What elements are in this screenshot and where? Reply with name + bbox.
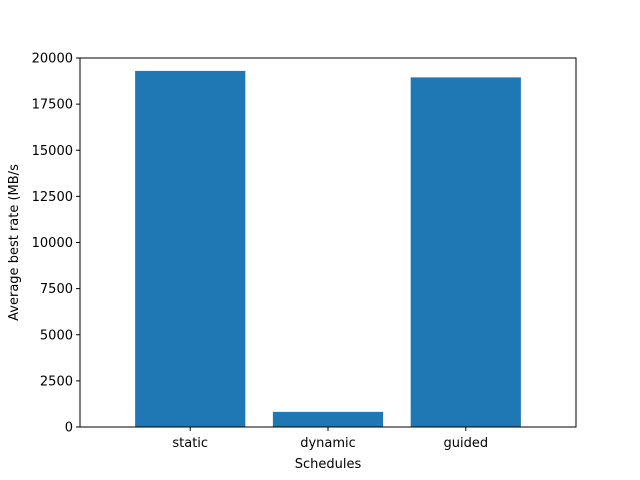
y-tick-label: 12500: [32, 190, 73, 205]
y-axis-label: Average best rate (MB/s: [7, 164, 22, 321]
y-tick-label: 17500: [32, 98, 73, 113]
x-axis-ticks: static dynamic guided: [172, 427, 488, 451]
y-tick-label: 10000: [32, 236, 73, 251]
y-tick-label: 0: [65, 421, 73, 436]
bar-static: [135, 70, 246, 427]
y-tick-label: 20000: [32, 52, 73, 67]
bars-group: [135, 70, 521, 427]
y-axis-ticks: 0 2500 5000 7500 10000 12500 15000 17500 20000: [32, 52, 80, 436]
bar-guided: [410, 77, 521, 427]
x-tick-label: static: [172, 436, 208, 451]
y-tick-label: 5000: [40, 328, 73, 343]
x-tick-label: guided: [443, 436, 488, 451]
y-tick-label: 15000: [32, 144, 73, 159]
y-tick-label: 7500: [40, 282, 73, 297]
bar-dynamic: [272, 411, 384, 427]
y-tick-label: 2500: [40, 374, 73, 389]
x-tick-label: dynamic: [300, 436, 356, 451]
x-axis-label: Schedules: [295, 457, 362, 472]
